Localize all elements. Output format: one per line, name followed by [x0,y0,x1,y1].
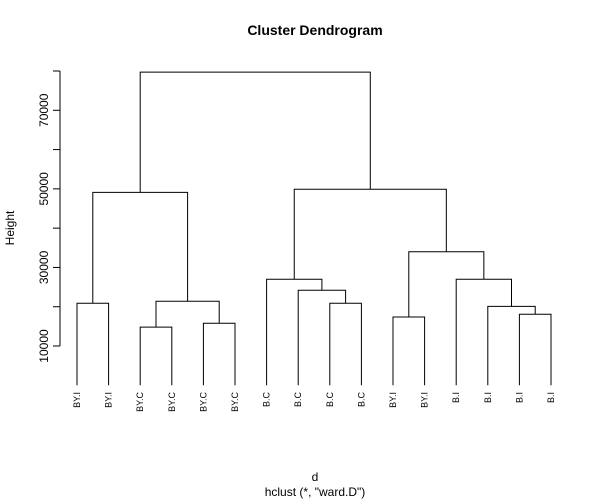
y-tick-label: 50000 [37,172,51,206]
merge-bracket [408,251,485,317]
merge-bracket [139,326,173,386]
merge-bracket [293,188,447,280]
y-tick-label: 30000 [37,250,51,284]
merge-bracket [266,278,323,386]
merge-bracket [92,191,189,304]
leaf-label: BY.I [420,392,430,408]
y-axis-label: Height [3,210,17,245]
leaf-label: B.I [483,392,493,403]
leaf-label: B.C [293,392,303,408]
y-tick-label: 10000 [37,329,51,363]
merge-bracket [329,302,362,386]
leaf-label: BY.C [198,392,208,412]
leaf-label: BY.C [135,392,145,412]
leaf-label: B.I [546,392,556,403]
merge-bracket [76,302,110,386]
merge-bracket [518,313,552,386]
leaf-label: BY.C [167,392,177,412]
leaf-label: BY.I [72,392,82,408]
leaf-label: BY.C [230,392,240,412]
subtitle: hclust (*, "ward.D") [265,485,366,499]
merge-bracket [455,278,512,386]
merge-bracket [202,322,236,386]
leaf-label: B.C [325,392,335,408]
merge-bracket [155,300,220,328]
leaf-label: BY.I [104,392,114,408]
x-axis-label: d [312,470,319,484]
leaf-label: B.C [262,392,272,408]
merge-bracket [392,316,426,386]
merge-bracket [487,305,536,386]
chart-title: Cluster Dendrogram [247,22,382,38]
merge-bracket [297,289,347,386]
y-tick-label: 70000 [37,93,51,127]
leaf-label: B.I [514,392,524,403]
merge-bracket [139,71,371,193]
leaf-label: B.C [356,392,366,408]
leaf-label: B.I [451,392,461,403]
leaf-label: BY.I [388,392,398,408]
